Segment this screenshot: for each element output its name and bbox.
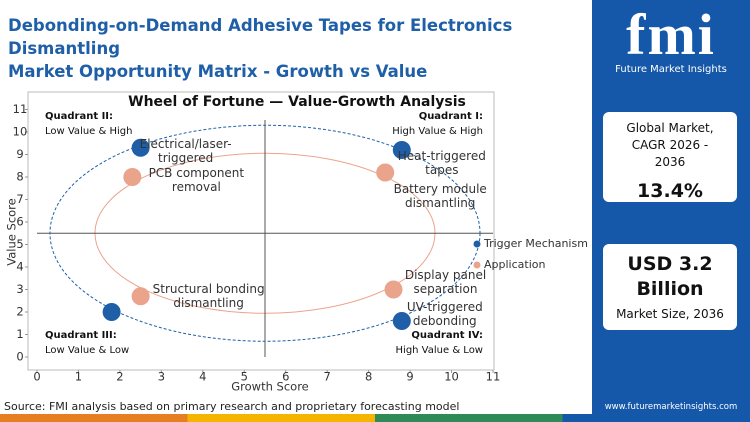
title-line: Market Opportunity Matrix - Growth vs Va… bbox=[8, 62, 428, 81]
quadrant-name: Quadrant I: bbox=[419, 111, 483, 122]
y-tick-label: 0 bbox=[16, 350, 23, 364]
point-label-box: Electrical/laser-triggered bbox=[139, 136, 232, 165]
x-tick-label: 5 bbox=[241, 370, 248, 384]
point bbox=[384, 280, 403, 299]
point-label: Display panel separation bbox=[404, 267, 487, 296]
x-tick-label: 1 bbox=[75, 370, 82, 384]
quadrant-desc: Low Value & Low bbox=[45, 345, 129, 356]
y-tick-label: 5 bbox=[16, 237, 23, 251]
point bbox=[376, 163, 395, 182]
point-label-box: PCB component removal bbox=[148, 166, 245, 194]
y-tick-label: 6 bbox=[16, 215, 23, 229]
y-tick-label: 9 bbox=[16, 147, 23, 161]
x-axis-label: Growth Score bbox=[231, 380, 309, 394]
chart: Wheel of Fortune — Value-Growth Analysis… bbox=[5, 91, 588, 394]
x-tick-label: 8 bbox=[365, 370, 372, 384]
x-tick-label: 9 bbox=[406, 370, 413, 384]
x-tick-label: 0 bbox=[33, 370, 40, 384]
card-label: Global Market, CAGR 2026 - 2036 bbox=[626, 121, 714, 169]
point bbox=[392, 312, 411, 330]
plot-frame bbox=[27, 91, 495, 371]
x-tick-label: 11 bbox=[486, 370, 501, 384]
y-tick-label: 2 bbox=[16, 305, 23, 319]
x-tick-label: 2 bbox=[116, 370, 123, 384]
point bbox=[131, 138, 150, 157]
x-tick-label: 10 bbox=[444, 370, 459, 384]
website: www.futuremarketinsights.com bbox=[604, 402, 738, 412]
point-label: Battery module dismantling bbox=[393, 181, 487, 210]
size-card: USD 3.2 Billion Market Size, 2036 bbox=[603, 244, 737, 330]
point bbox=[131, 287, 150, 306]
card-value: USD 3.2 Billion bbox=[627, 253, 713, 300]
tagline: Future Market Insights bbox=[615, 64, 727, 75]
quadrant-name: Quadrant II: bbox=[45, 111, 113, 122]
footer-stripe bbox=[0, 414, 750, 422]
y-axis-label: Value Score bbox=[5, 198, 19, 265]
point-label: Electrical/laser-triggered bbox=[139, 136, 232, 165]
cagr-card: Global Market, CAGR 2026 - 2036 13.4% bbox=[603, 112, 737, 202]
x-tick-label: 4 bbox=[199, 370, 206, 384]
sidebar: fmi Future Market Insights Global Market… bbox=[592, 0, 750, 414]
point-label-box: Battery module dismantling bbox=[393, 181, 487, 210]
chart-title: Wheel of Fortune — Value-Growth Analysis bbox=[128, 94, 466, 110]
point-label: Heat-triggered tapes bbox=[397, 149, 486, 177]
logo: fmi bbox=[626, 2, 716, 67]
y-tick-label: 11 bbox=[13, 102, 28, 116]
title-line: Debonding-on-Demand Adhesive Tapes for E… bbox=[8, 16, 513, 58]
y-tick-label: 3 bbox=[16, 282, 23, 296]
point-label-box: Heat-triggered tapes bbox=[397, 149, 486, 177]
quadrant-name: Quadrant IV: bbox=[411, 330, 483, 341]
y-tick-label: 8 bbox=[16, 170, 23, 184]
point bbox=[392, 141, 411, 159]
card-value: 13.4% bbox=[637, 180, 703, 202]
quadrant-desc: High Value & Low bbox=[396, 345, 483, 356]
point-label: UV-triggered debonding bbox=[406, 300, 483, 328]
point bbox=[102, 303, 121, 321]
page-title: Debonding-on-Demand Adhesive Tapes for E… bbox=[8, 14, 588, 83]
y-tick-label: 10 bbox=[13, 125, 28, 139]
y-tick-label: 1 bbox=[16, 327, 23, 341]
point-label-box: UV-triggered debonding bbox=[406, 300, 483, 328]
point-label-box: Display panel separation bbox=[404, 267, 487, 296]
legend-label: Trigger Mechanism bbox=[483, 237, 588, 250]
source-note: Source: FMI analysis based on primary re… bbox=[4, 400, 460, 413]
x-tick-label: 7 bbox=[324, 370, 331, 384]
legend-marker bbox=[473, 261, 481, 269]
quadrant-desc: High Value & High bbox=[392, 126, 483, 137]
x-tick-label: 6 bbox=[282, 370, 289, 384]
legend-marker bbox=[473, 240, 481, 248]
y-tick-label: 7 bbox=[16, 192, 23, 206]
quadrant-desc: Low Value & High bbox=[45, 126, 132, 137]
quadrant-name: Quadrant III: bbox=[45, 330, 117, 341]
point-label: PCB component removal bbox=[148, 166, 245, 194]
y-tick-label: 4 bbox=[16, 260, 23, 274]
point-label-box: Structural bonding dismantling bbox=[152, 282, 265, 311]
point bbox=[123, 168, 142, 186]
card-label: Market Size, 2036 bbox=[616, 307, 724, 321]
point-label: Structural bonding dismantling bbox=[152, 282, 265, 311]
x-tick-label: 3 bbox=[158, 370, 165, 384]
legend-label: Application bbox=[484, 258, 545, 271]
